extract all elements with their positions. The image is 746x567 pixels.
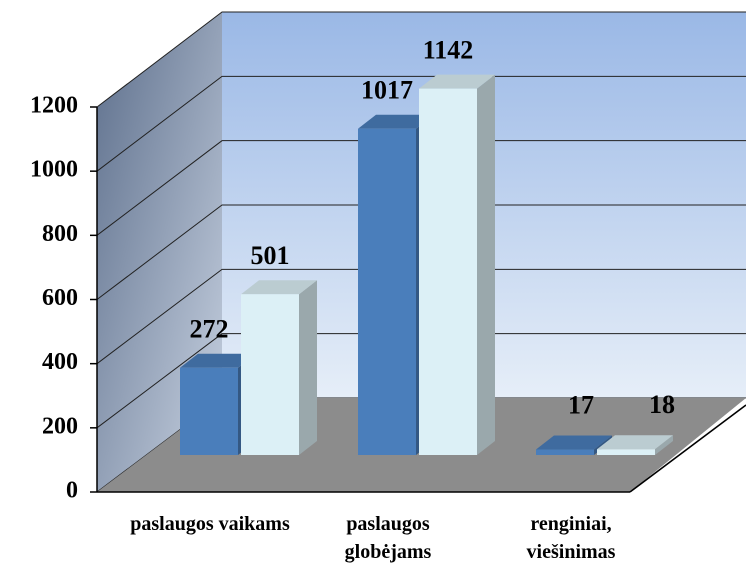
x-tick-label: paslaugos vaikams (130, 513, 290, 535)
bar (419, 74, 495, 455)
bar-top (419, 74, 495, 89)
bar-front (241, 294, 299, 455)
grid-line (96, 268, 746, 365)
bar-front (419, 88, 477, 455)
y-tick-label: 200 (42, 413, 78, 439)
bar-top (358, 114, 434, 129)
value-label: 1017 (361, 76, 413, 105)
x-tick-label: paslaugos globėjams (344, 513, 432, 563)
grid-line (96, 333, 746, 429)
value-label: 272 (190, 315, 229, 344)
grid-line (96, 204, 746, 300)
x-axis-depth (629, 404, 746, 493)
bar-top (241, 280, 317, 295)
bar-side (477, 74, 495, 455)
x-tick-label: renginiai, viešinimas (526, 513, 616, 563)
bar-top (180, 353, 256, 368)
value-label: 1142 (423, 36, 474, 65)
value-label: 17 (568, 391, 594, 420)
y-tick-label: 1200 (30, 93, 78, 119)
grid-line (96, 11, 746, 108)
value-label: 18 (649, 390, 675, 419)
bar-top (536, 435, 612, 450)
y-tick-label: 400 (42, 349, 78, 375)
bar (597, 435, 673, 455)
grid-line (96, 140, 746, 236)
y-tick-label: 1000 (30, 157, 78, 183)
y-tick-label: 800 (42, 221, 78, 247)
y-tick-label: 0 (66, 478, 78, 504)
bar-side (299, 280, 317, 455)
bar (241, 280, 317, 455)
bar-front (536, 449, 594, 455)
bar-front (358, 128, 416, 455)
bar-front (180, 367, 238, 455)
value-label: 501 (251, 241, 290, 270)
bar-front (597, 449, 655, 455)
bar-top (597, 435, 673, 450)
y-tick-label: 600 (42, 285, 78, 311)
bar-side (655, 435, 673, 455)
grid-line (96, 75, 746, 172)
